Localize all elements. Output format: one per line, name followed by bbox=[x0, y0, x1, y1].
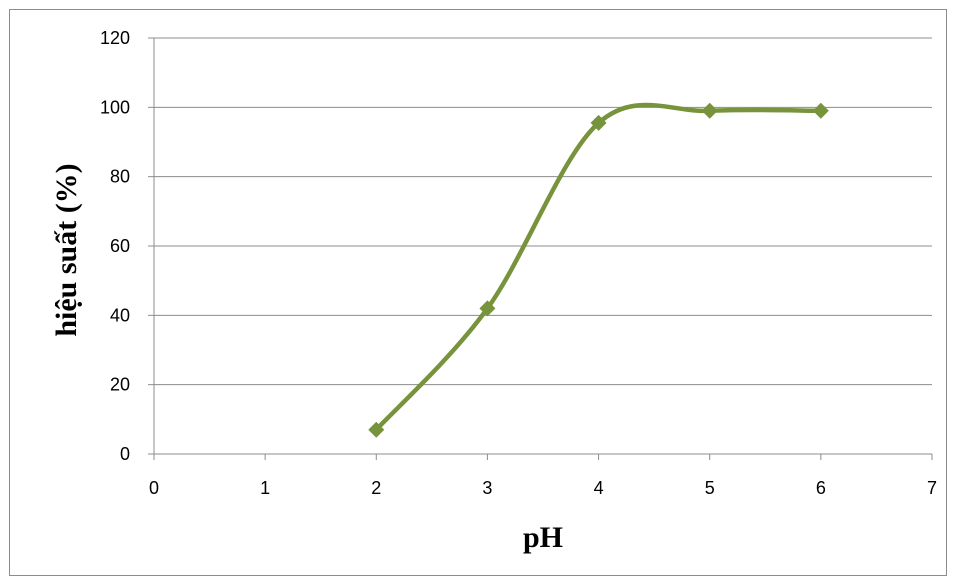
y-tick-label-20: 20 bbox=[110, 375, 130, 395]
x-tick-label-4: 4 bbox=[594, 478, 604, 498]
x-tick-label-0: 0 bbox=[149, 478, 159, 498]
y-tick-label-80: 80 bbox=[110, 167, 130, 187]
x-tick-label-7: 7 bbox=[927, 478, 937, 498]
y-axis-title: hiệu suất (%) bbox=[50, 163, 83, 336]
x-axis-title: pH bbox=[523, 521, 563, 554]
x-tick-label-2: 2 bbox=[371, 478, 381, 498]
series-line bbox=[376, 105, 821, 430]
x-tick-label-3: 3 bbox=[482, 478, 492, 498]
x-tick-label-5: 5 bbox=[705, 478, 715, 498]
x-tick-label-6: 6 bbox=[816, 478, 826, 498]
y-tick-label-100: 100 bbox=[100, 97, 130, 117]
y-tick-label-60: 60 bbox=[110, 236, 130, 256]
x-tick-labels: 0 1 2 3 4 5 6 7 bbox=[149, 478, 937, 498]
y-tick-label-40: 40 bbox=[110, 305, 130, 325]
series-group bbox=[368, 103, 829, 438]
axes bbox=[148, 38, 932, 460]
y-tick-label-120: 120 bbox=[100, 28, 130, 48]
x-tick-label-1: 1 bbox=[260, 478, 270, 498]
data-point-marker-5 bbox=[702, 103, 718, 119]
y-tick-label-0: 0 bbox=[120, 444, 130, 464]
y-tick-labels: 0 20 40 60 80 100 120 bbox=[100, 28, 130, 464]
data-point-marker-6 bbox=[813, 103, 829, 119]
